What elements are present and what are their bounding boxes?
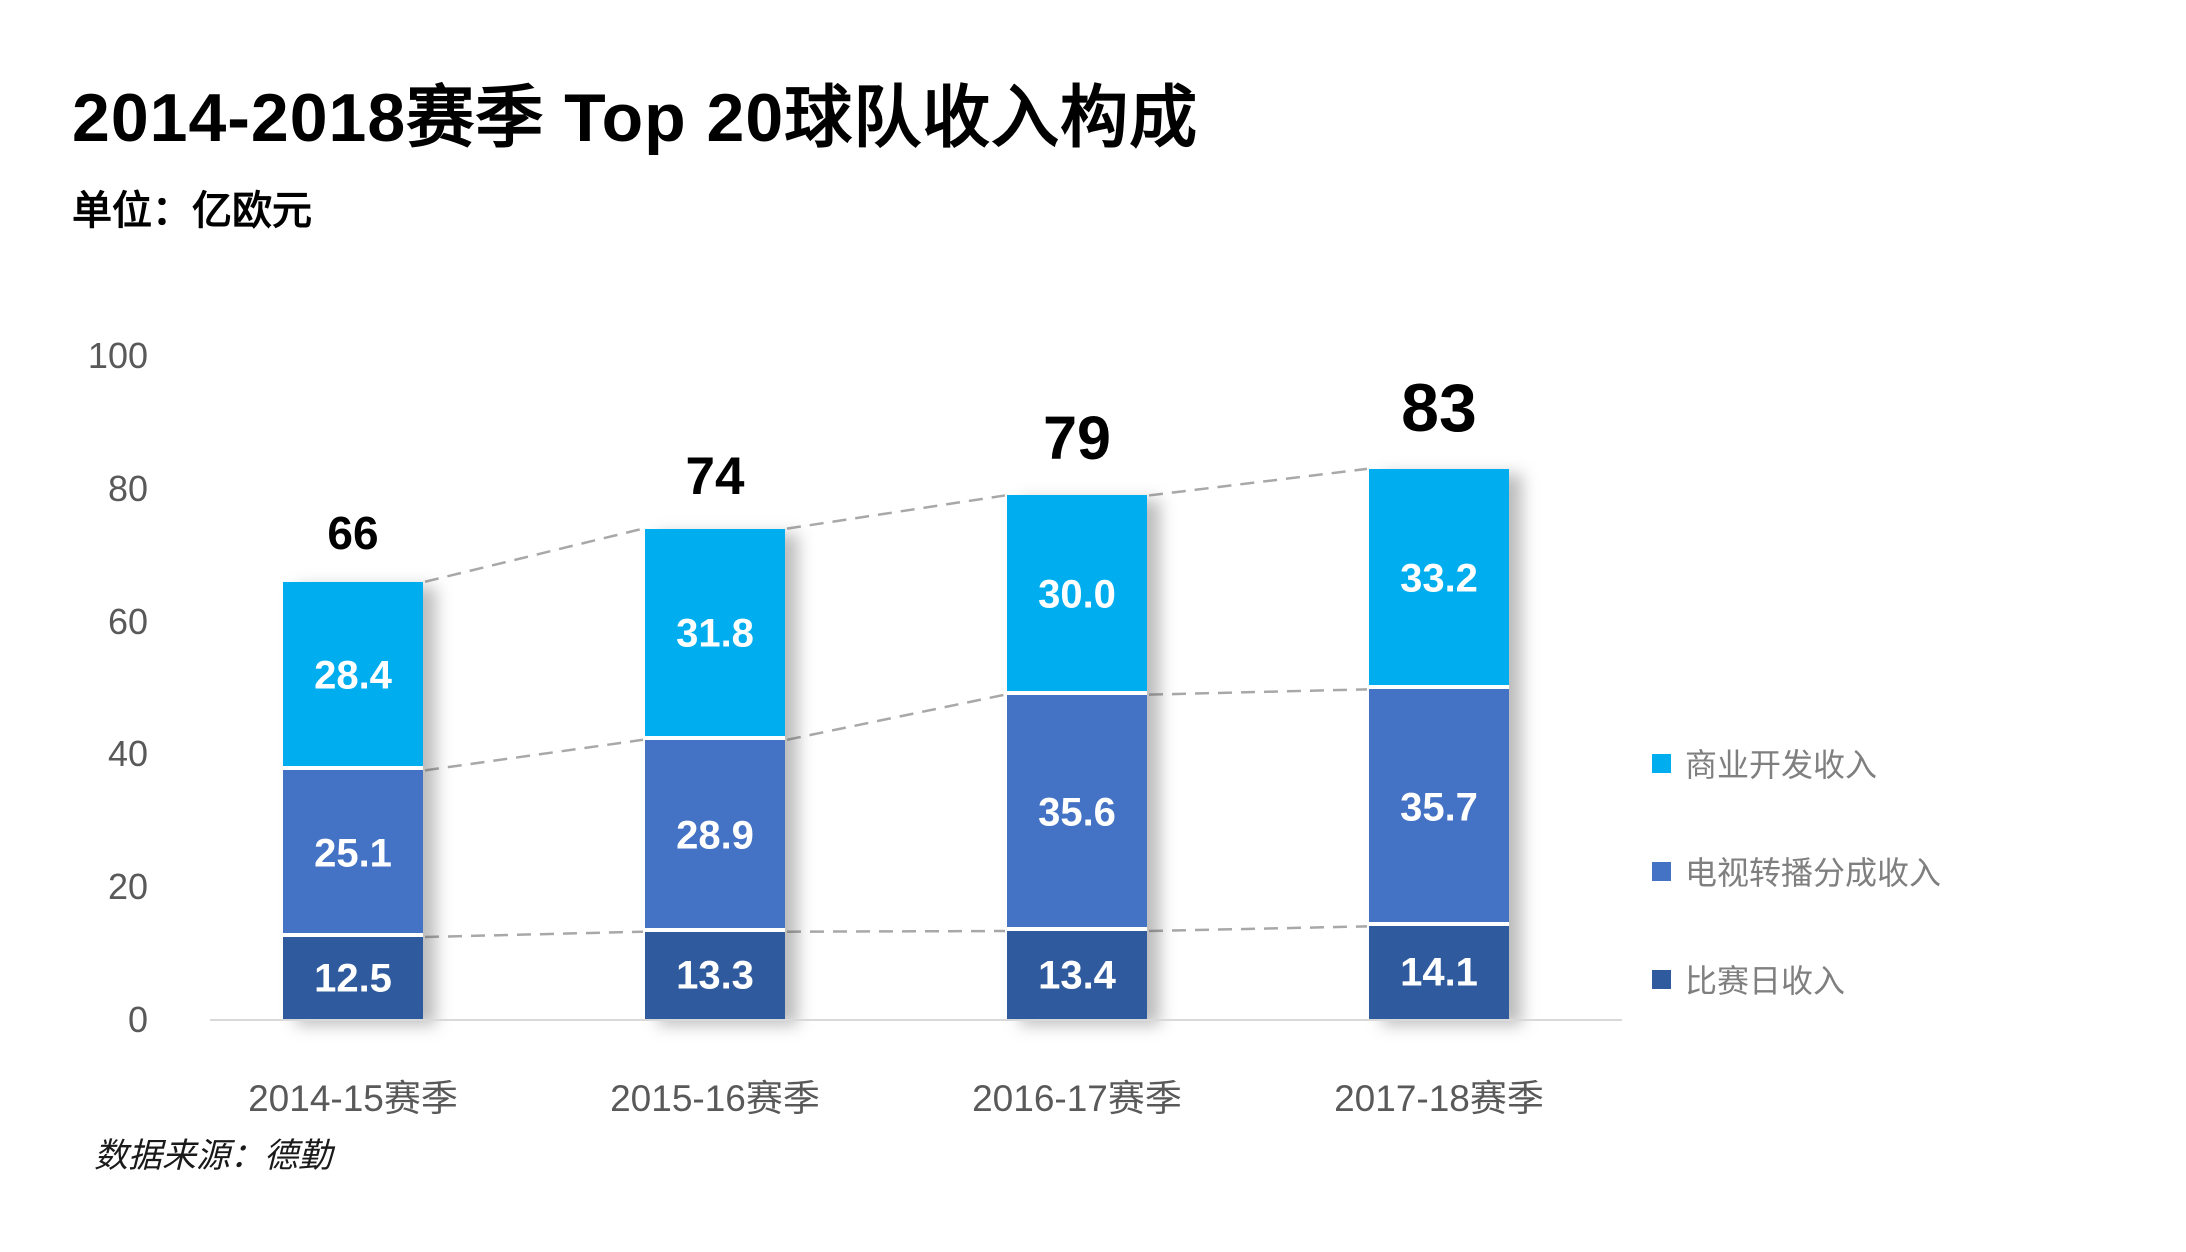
bar-value-label: 30.0 xyxy=(1038,572,1116,617)
bar-total-label: 83 xyxy=(1401,369,1477,446)
connector-line xyxy=(786,494,1006,530)
connector-line xyxy=(1148,467,1368,497)
legend-swatch-icon xyxy=(1652,861,1671,881)
legend-label: 比赛日收入 xyxy=(1685,963,1846,999)
bar-group xyxy=(1369,468,1509,1020)
bar-segment xyxy=(1369,689,1509,927)
y-axis-tick-label: 80 xyxy=(107,467,148,509)
bar-total-label: 79 xyxy=(1043,404,1111,473)
y-axis-tick-label: 60 xyxy=(107,600,148,642)
bar-value-label: 13.4 xyxy=(1038,953,1116,997)
legend-label: 商业开发收入 xyxy=(1685,747,1878,783)
source-note: 数据来源：德勤 xyxy=(94,1137,332,1175)
legend-item: 电视转播分成收入 xyxy=(1652,848,1941,894)
bar-value-label: 25.1 xyxy=(314,831,392,876)
y-axis-tick-label: 0 xyxy=(127,999,148,1040)
bar-total-label: 74 xyxy=(685,446,745,506)
bar-value-label: 28.9 xyxy=(676,813,754,858)
bar-value-label: 28.4 xyxy=(314,653,392,698)
bar-value-label: 14.1 xyxy=(1400,950,1478,995)
bar-segment xyxy=(1369,926,1509,1020)
bar-value-label: 35.6 xyxy=(1038,790,1116,835)
y-axis-tick-label: 100 xyxy=(87,335,148,376)
bar-segment xyxy=(1007,931,1147,1020)
legend-item: 商业开发收入 xyxy=(1652,740,1941,786)
y-axis-tick-label: 20 xyxy=(107,866,148,908)
connector-line xyxy=(786,693,1006,742)
legend-item: 比赛日收入 xyxy=(1652,956,1941,1002)
bar-segment xyxy=(1007,495,1147,695)
bar-group xyxy=(645,528,785,1020)
bar-segment xyxy=(645,528,785,740)
legend-swatch-icon xyxy=(1652,969,1671,989)
x-axis-category-label: 2014-15赛季 xyxy=(248,1078,458,1119)
connector-line xyxy=(1148,688,1368,696)
connector-line xyxy=(424,930,644,939)
x-axis-category-label: 2016-17赛季 xyxy=(972,1078,1182,1119)
bar-segment xyxy=(283,770,423,937)
bar-segment xyxy=(645,739,785,932)
x-axis-line xyxy=(210,1019,1622,1021)
x-axis-category-label: 2017-18赛季 xyxy=(1334,1078,1544,1119)
bar-value-label: 31.8 xyxy=(676,611,754,656)
page-title: 2014-2018赛季 Top 20球队收入构成 xyxy=(72,80,1199,156)
bar-segment xyxy=(283,581,423,771)
bar-group xyxy=(1007,495,1147,1020)
connector-line xyxy=(424,527,644,583)
bar-value-label: 33.2 xyxy=(1400,556,1478,601)
bar-total-label: 66 xyxy=(327,506,379,559)
legend-swatch-icon xyxy=(1652,753,1671,773)
bar-value-label: 12.5 xyxy=(314,956,392,1000)
bar-value-label: 13.3 xyxy=(676,953,754,998)
bar-segment xyxy=(283,936,423,1020)
bar-segment xyxy=(645,931,785,1020)
legend-label: 电视转播分成收入 xyxy=(1685,855,1942,891)
connector-line xyxy=(1148,925,1368,933)
y-axis-tick-label: 40 xyxy=(107,733,148,775)
bar-value-label: 35.7 xyxy=(1400,785,1478,830)
connector-line xyxy=(786,929,1006,933)
bar-segment xyxy=(1007,694,1147,931)
chart-legend: 商业开发收入电视转播分成收入 比赛日收入 xyxy=(1652,740,1941,1064)
bar-segment xyxy=(1369,468,1509,690)
connector-line xyxy=(424,738,644,772)
x-axis-category-label: 2015-16赛季 xyxy=(610,1078,820,1119)
bar-group xyxy=(283,581,423,1020)
page-subtitle: 单位：亿欧元 xyxy=(72,189,312,233)
